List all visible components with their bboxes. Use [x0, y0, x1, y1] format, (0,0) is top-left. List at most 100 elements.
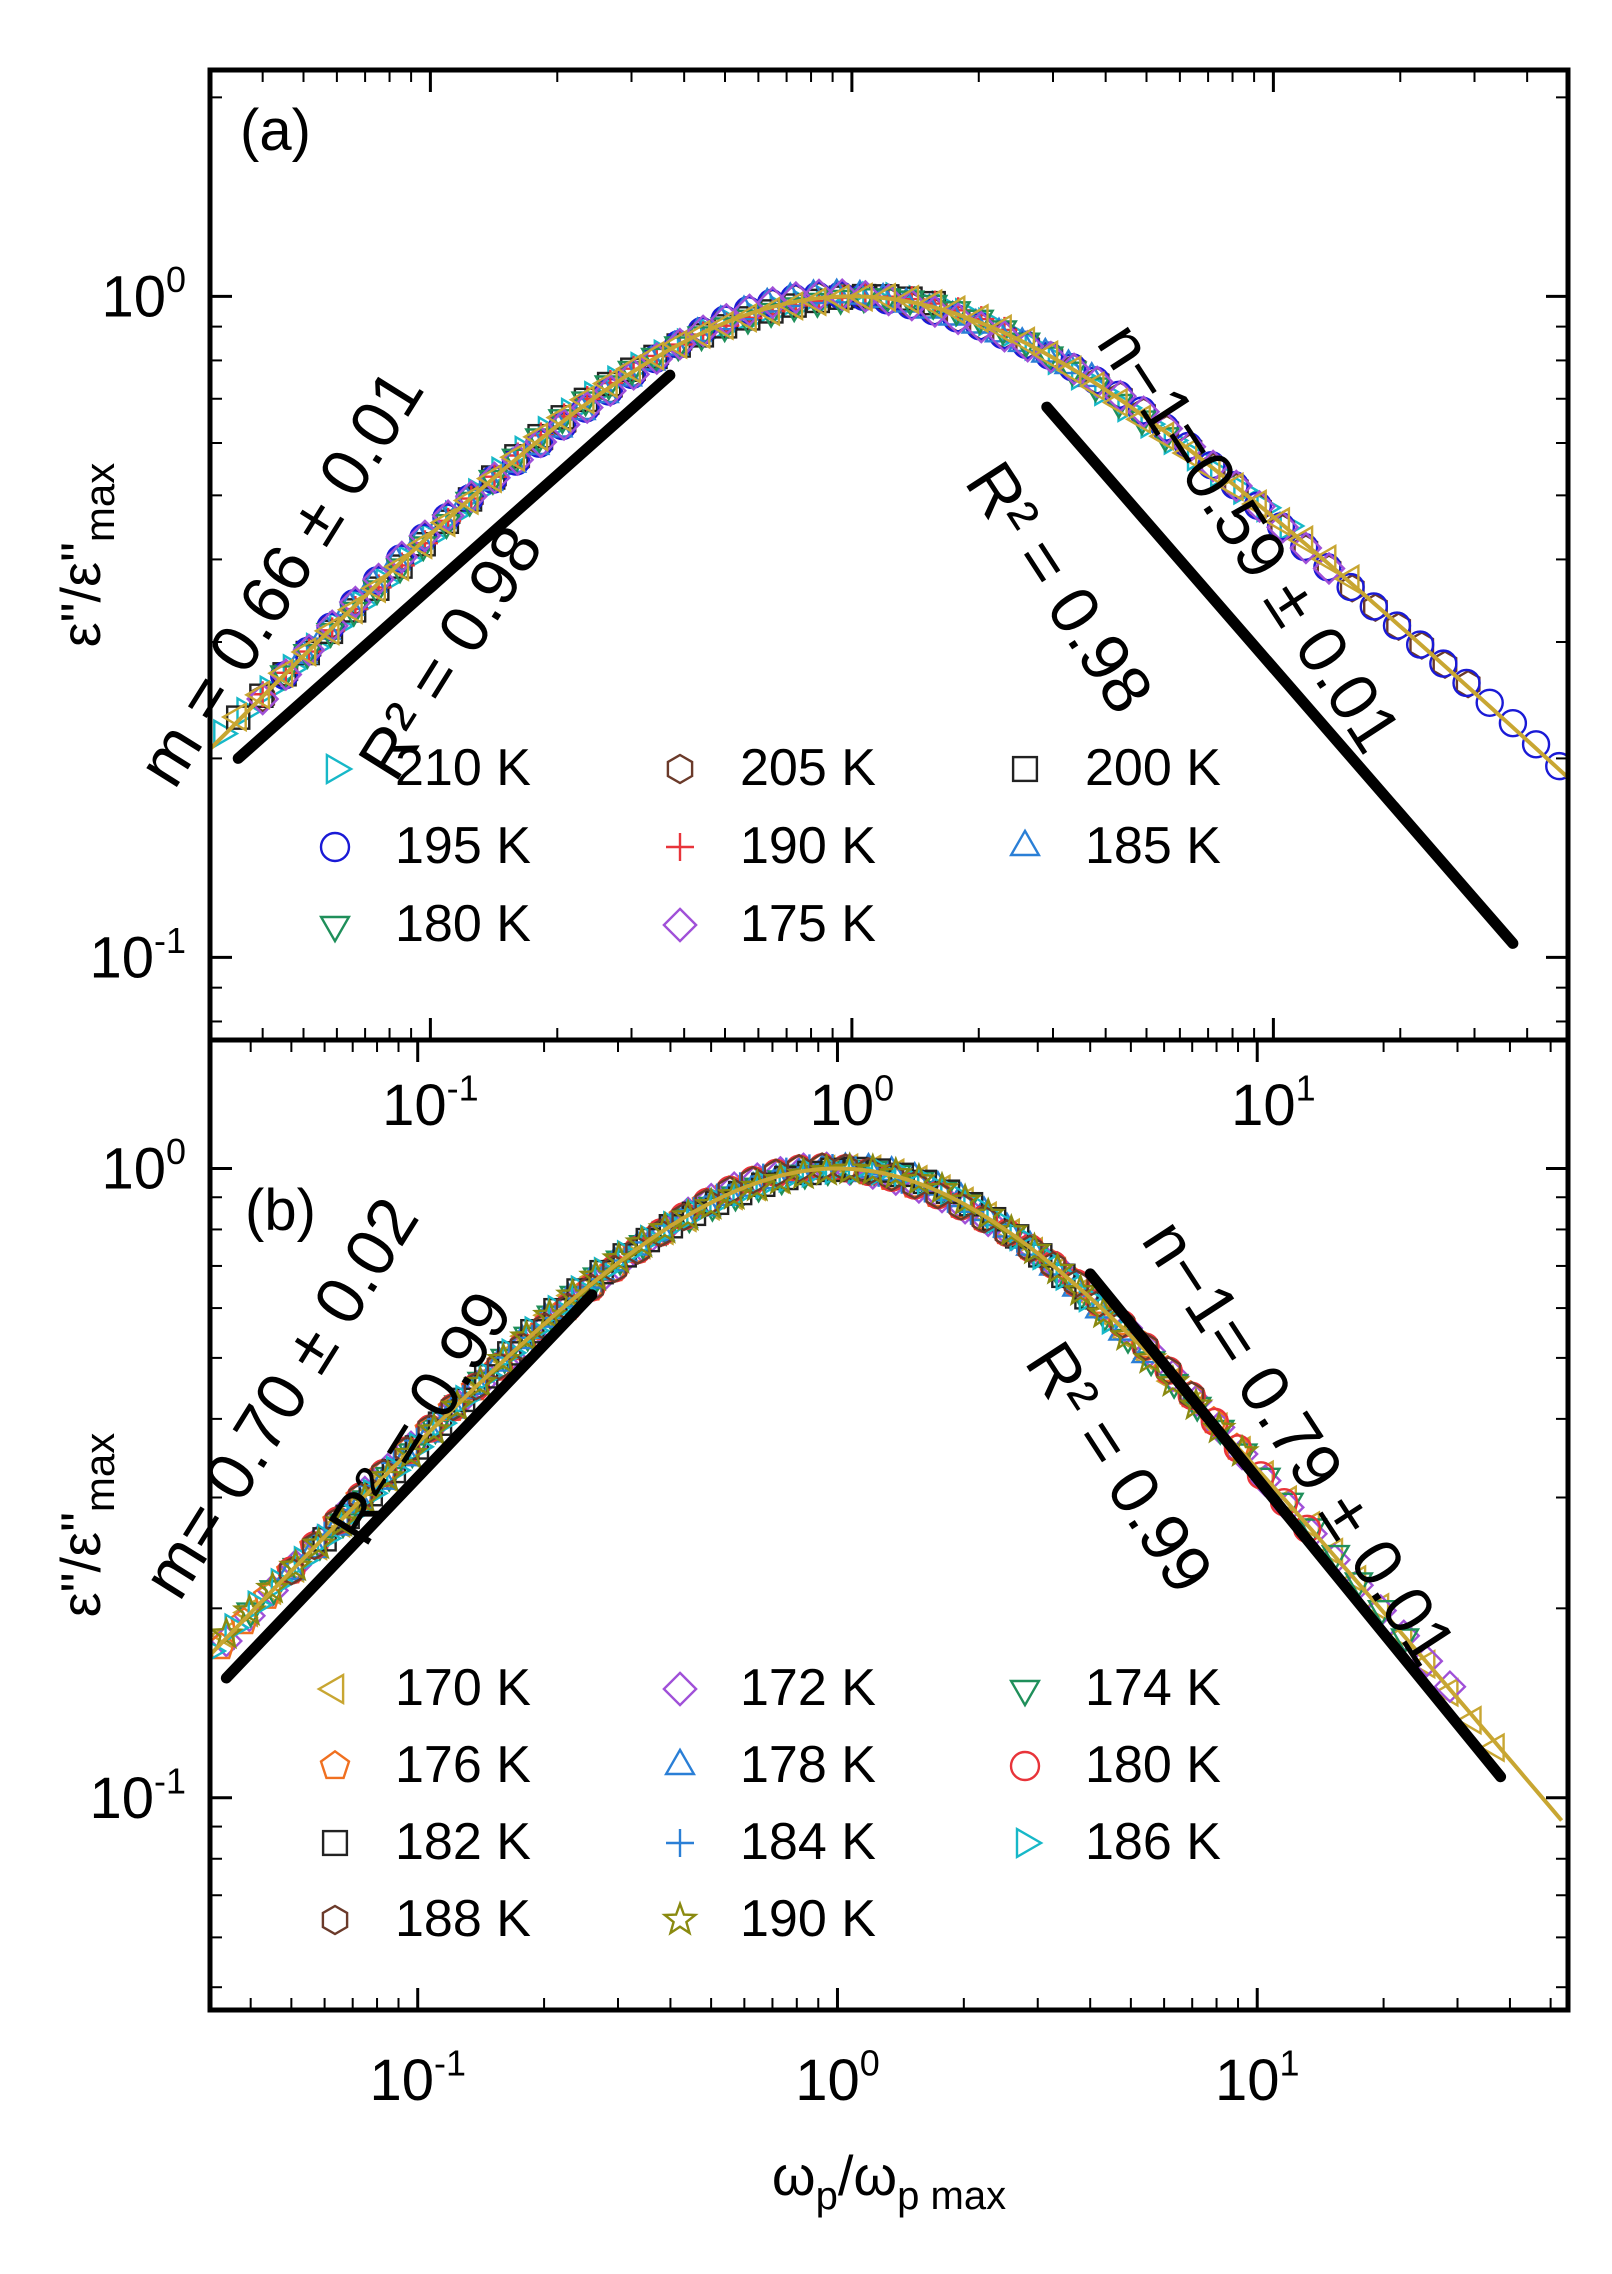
data-point: [383, 551, 410, 582]
data-point: [893, 284, 920, 315]
legend-label: 172 K: [740, 1659, 876, 1717]
data-point: [684, 319, 711, 350]
legend-label: 190 K: [740, 817, 876, 875]
data-point: [225, 705, 251, 730]
right-r2-annotation: R² = 0.98: [951, 449, 1168, 727]
data-point: [1320, 1544, 1351, 1571]
data-point: [278, 1556, 304, 1586]
legend-label: 182 K: [395, 1813, 531, 1871]
data-point: [1545, 751, 1568, 781]
data-point: [247, 1589, 274, 1620]
y-tick-label: 10-1: [90, 920, 186, 990]
x-tick-label: 100: [795, 2043, 880, 2113]
data-point: [406, 529, 433, 560]
data-point: [985, 313, 1012, 344]
legend-marker: [321, 1829, 349, 1857]
data-point: [255, 1570, 290, 1604]
data-point: [1452, 668, 1481, 698]
legend-item: 186 K: [1015, 1813, 1221, 1871]
data-point: [439, 1388, 475, 1422]
data-point: [1433, 1670, 1467, 1704]
y-tick-label: 100: [101, 259, 186, 329]
legend-marker: [1009, 828, 1041, 857]
legend-label: 190 K: [740, 1890, 876, 1948]
data-point: [324, 1503, 360, 1538]
legend-item: 188 K: [321, 1890, 531, 1948]
data-point: [391, 1440, 422, 1467]
data-point: [833, 1153, 858, 1182]
legend-item: 170 K: [316, 1659, 531, 1717]
data-point: [716, 1176, 752, 1211]
data-point: [1405, 630, 1435, 659]
legend-label: 180 K: [395, 895, 531, 953]
data-point: [276, 1554, 307, 1581]
legend-label: 188 K: [395, 1890, 531, 1948]
data-point: [739, 1168, 775, 1202]
data-point: [547, 408, 581, 442]
data-point: [1410, 1644, 1444, 1678]
legend-marker: [319, 915, 351, 944]
data-point: [299, 1531, 330, 1559]
data-point: [707, 310, 734, 341]
legend: 170 K 172 K 174 K 176 K 178 K 180 K 182 K 184 K…: [316, 1659, 1221, 1948]
legend-label: 176 K: [395, 1736, 531, 1794]
legend-marker: [1015, 1827, 1044, 1859]
data-point: [1055, 355, 1082, 386]
data-point: [231, 1592, 267, 1627]
data-point: [593, 374, 627, 408]
x-axis-label-text: ωp/ωp max: [772, 2144, 1006, 2218]
legend-item: 172 K: [662, 1659, 876, 1717]
data-point: [336, 594, 363, 625]
legend-item: 190 K: [666, 817, 876, 875]
legend-item: 184 K: [666, 1813, 876, 1871]
data-point: [246, 682, 280, 716]
data-point: [1521, 730, 1551, 759]
legend-item: 175 K: [662, 895, 876, 953]
legend-item: 176 K: [319, 1736, 531, 1794]
model-fit-curve: [210, 1166, 1564, 1822]
legend-item: 182 K: [321, 1813, 531, 1871]
data-point: [429, 507, 456, 538]
legend-marker: [319, 831, 351, 863]
data-point: [345, 1487, 376, 1514]
data-point: [1390, 1628, 1421, 1655]
data-point: [229, 1606, 259, 1635]
legend-item: 190 K: [661, 1890, 876, 1948]
data-point: [878, 1155, 914, 1189]
data-point: [1032, 339, 1059, 370]
data-point: [210, 1640, 228, 1661]
data-point: [1233, 475, 1260, 506]
plot-area: [210, 1151, 1564, 1822]
legend-marker: [1009, 1679, 1041, 1708]
legend-label: 205 K: [740, 739, 876, 797]
data-point: [416, 1411, 452, 1446]
data-point: [1264, 506, 1291, 537]
data-point: [825, 278, 859, 312]
data-point: [1366, 1599, 1397, 1627]
data-point: [393, 1435, 429, 1469]
data-point: [290, 636, 317, 667]
data-point: [1498, 709, 1528, 738]
x-axis-label: ωp/ωp max: [772, 2144, 1006, 2218]
data-point: [1240, 489, 1267, 520]
data-point: [1287, 524, 1314, 555]
legend-label: 195 K: [395, 817, 531, 875]
data-point: [1266, 510, 1300, 544]
legend-marker: [666, 1829, 694, 1857]
data-point: [462, 1364, 498, 1398]
data-point: [1333, 563, 1360, 594]
data-point: [693, 1186, 729, 1220]
panel-label: (b): [245, 1178, 316, 1243]
data-point: [213, 718, 240, 749]
data-point: [1359, 592, 1388, 621]
data-point: [754, 296, 781, 327]
data-point: [848, 279, 883, 313]
x-tick-label: 101: [1215, 2043, 1300, 2113]
data-point: [1155, 1363, 1191, 1397]
data-point: [777, 291, 804, 321]
data-point: [566, 394, 597, 421]
left-fit-line: [232, 369, 676, 764]
data-point: [902, 1170, 936, 1205]
